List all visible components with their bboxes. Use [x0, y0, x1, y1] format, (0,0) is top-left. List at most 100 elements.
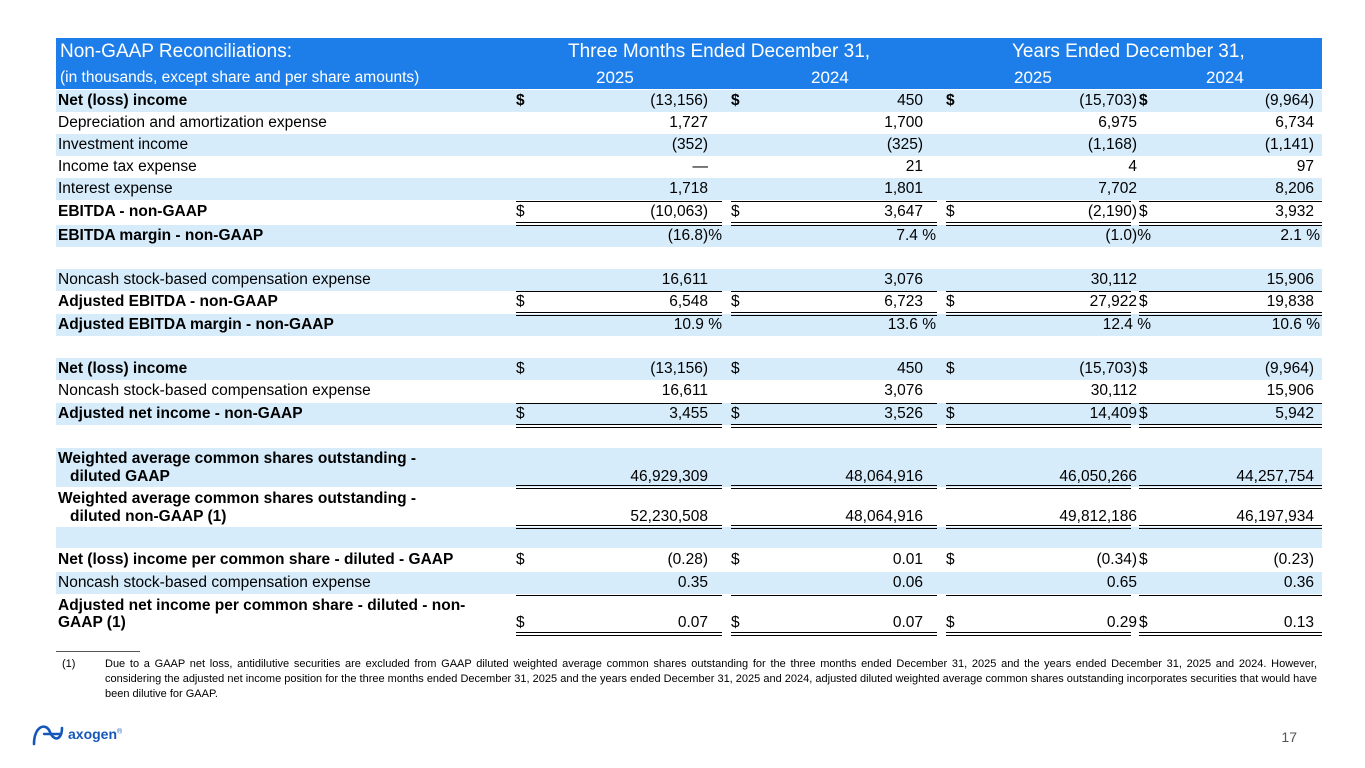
row-label: Noncash stock-based compensation expense	[58, 271, 371, 289]
cell-value: (9,964)	[1265, 360, 1314, 378]
page-number: 17	[1281, 729, 1297, 745]
subtotal-rule	[516, 403, 722, 404]
subtotal-rule	[946, 291, 1131, 292]
cell-value: 52,230,508	[630, 508, 708, 526]
row-label-continued: diluted GAAP	[70, 468, 170, 486]
dollar-sign: $	[731, 360, 740, 378]
footnote-marker: (1)	[62, 657, 75, 672]
cell-value: 19,838	[1267, 293, 1314, 311]
row-label: Net (loss) income	[58, 92, 187, 110]
axogen-logo-icon	[30, 718, 66, 748]
cell-value: 46,050,266	[1059, 468, 1137, 486]
cell-value: —	[693, 158, 709, 176]
cell-value: 27,922	[1090, 293, 1137, 311]
cell-value: 6,975	[1098, 114, 1137, 132]
cell-value: 0.01	[893, 551, 923, 569]
row-label: Adjusted net income per common share - d…	[58, 597, 465, 615]
cell-value: 6,734	[1275, 114, 1314, 132]
dollar-sign: $	[731, 293, 740, 311]
cell-value: 97	[1297, 158, 1314, 176]
total-double-rule	[1139, 632, 1322, 636]
total-double-rule	[516, 525, 722, 529]
total-double-rule	[516, 632, 722, 636]
total-double-rule	[1139, 222, 1322, 226]
cell-value: (15,703)	[1079, 360, 1137, 378]
subtotal-rule	[731, 291, 937, 292]
total-double-rule	[731, 424, 937, 428]
col-header-y-2025: 2025	[1014, 68, 1052, 88]
cell-value: 46,929,309	[630, 468, 708, 486]
subtotal-rule	[731, 595, 937, 596]
cell-value: 49,812,186	[1059, 508, 1137, 526]
table-row: Adjusted EBITDA - non-GAAP $ $ $ $ 6,548…	[56, 291, 1322, 313]
cell-value: 450	[897, 92, 923, 110]
footnote-text: Due to a GAAP net loss, antidilutive sec…	[105, 657, 1317, 702]
cell-value: (1,168)	[1088, 136, 1137, 154]
dollar-sign: $	[1139, 92, 1148, 110]
row-label: Weighted average common shares outstandi…	[58, 450, 416, 468]
dollar-sign: $	[731, 551, 740, 569]
cell-value: 13.6 %	[888, 316, 936, 334]
subtotal-rule	[516, 291, 722, 292]
cell-value: 48,064,916	[845, 508, 923, 526]
row-label-continued: GAAP (1)	[58, 614, 126, 632]
cell-value: 5,942	[1275, 405, 1314, 423]
cell-value: 6,723	[884, 293, 923, 311]
row-label: Interest expense	[58, 180, 173, 198]
subtotal-rule	[946, 595, 1131, 596]
cell-value: 0.06	[893, 574, 923, 592]
cell-value: 7.4 %	[896, 227, 936, 245]
subtotal-rule	[516, 595, 722, 596]
row-label: Investment income	[58, 136, 188, 154]
dollar-sign: $	[1139, 551, 1148, 569]
dollar-sign: $	[731, 405, 740, 423]
cell-value: 3,932	[1275, 203, 1314, 221]
dollar-sign: $	[516, 551, 525, 569]
total-double-rule	[1139, 485, 1322, 489]
row-label: Adjusted EBITDA margin - non-GAAP	[58, 316, 334, 334]
cell-value: 3,647	[884, 203, 923, 221]
dollar-sign: $	[1139, 360, 1148, 378]
footnote-rule	[56, 651, 140, 652]
subtotal-rule	[516, 201, 722, 202]
cell-value: (0.28)	[668, 551, 709, 569]
cell-value: (15,703)	[1079, 92, 1137, 110]
col-header-q-2024: 2024	[811, 68, 849, 88]
total-double-rule	[946, 525, 1131, 529]
table-row: Noncash stock-based compensation expense…	[56, 572, 1322, 594]
dollar-sign: $	[946, 551, 955, 569]
dollar-sign: $	[946, 405, 955, 423]
cell-value: (0.23)	[1274, 551, 1315, 569]
table-row: Adjusted net income - non-GAAP $ $ $ $ 3…	[56, 403, 1322, 425]
table-header-row-1: Non-GAAP Reconciliations: Three Months E…	[56, 38, 1322, 65]
dollar-sign: $	[516, 614, 525, 632]
cell-value: 0.36	[1284, 574, 1314, 592]
total-double-rule	[731, 312, 937, 316]
cell-value: 21	[906, 158, 923, 176]
dollar-sign: $	[946, 360, 955, 378]
cell-value: 0.07	[678, 614, 708, 632]
table-row: EBITDA margin - non-GAAP (16.8)% 7.4 % (…	[56, 225, 1322, 247]
total-double-rule	[731, 485, 937, 489]
row-label: Weighted average common shares outstandi…	[58, 490, 416, 508]
cell-value: 15,906	[1267, 271, 1314, 289]
table-row: Net (loss) income $ $ $ $ (13,156) 450 (…	[56, 90, 1322, 112]
cell-value: 48,064,916	[845, 468, 923, 486]
cell-value: 0.07	[893, 614, 923, 632]
total-double-rule	[1139, 424, 1322, 428]
row-label: Adjusted net income - non-GAAP	[58, 405, 303, 423]
row-label: Adjusted EBITDA - non-GAAP	[58, 293, 278, 311]
cell-value: 2.1 %	[1280, 227, 1320, 245]
table-row: Adjusted net income per common share - d…	[56, 595, 1322, 633]
cell-value: (1,141)	[1265, 136, 1314, 154]
cell-value: 1,727	[669, 114, 708, 132]
cell-value: 6,548	[669, 293, 708, 311]
cell-value: 3,455	[669, 405, 708, 423]
cell-value: (9,964)	[1265, 92, 1314, 110]
cell-value: (13,156)	[650, 360, 708, 378]
table-row: Noncash stock-based compensation expense…	[56, 380, 1322, 402]
dollar-sign: $	[731, 203, 740, 221]
cell-value: 0.29	[1107, 614, 1137, 632]
logo-wordmark: axogen®	[68, 726, 122, 742]
dollar-sign: $	[516, 405, 525, 423]
